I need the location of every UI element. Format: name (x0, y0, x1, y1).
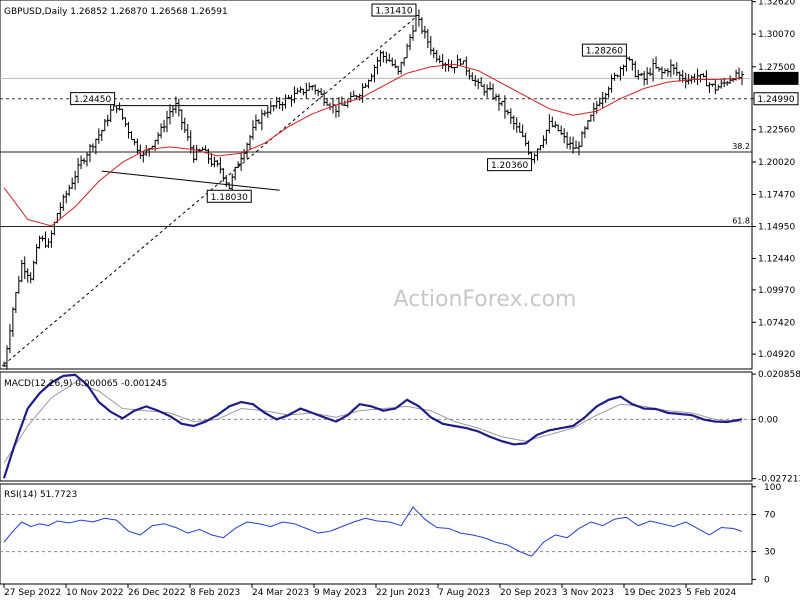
y-tick-label: 1.09970 (758, 286, 795, 296)
svg-text:1.31410: 1.31410 (375, 7, 412, 17)
y-tick-label: 1.30070 (758, 30, 795, 40)
price-annotation: 1.20360 (487, 158, 533, 172)
chart-header-text: GBPUSD,Daily 1.26852 1.26870 1.26568 1.2… (4, 7, 228, 17)
svg-text:1.20360: 1.20360 (491, 161, 528, 171)
rsi-y-axis: 100 70 30 0 (752, 483, 781, 585)
fib-label: 38.2 (732, 142, 750, 151)
x-tick-label: 24 Mar 2023 (252, 588, 309, 598)
svg-text:1.24990: 1.24990 (757, 95, 794, 105)
svg-text:1.26591: 1.26591 (757, 75, 794, 85)
macd-y-axis: 0.020858 0.00 -0.027213 (752, 370, 800, 485)
x-tick-label: 9 May 2023 (314, 588, 367, 598)
rsi-tick-label: 30 (764, 548, 776, 558)
price-annotation: 1.31410 (371, 3, 417, 17)
svg-text:1.24450: 1.24450 (74, 95, 111, 105)
macd-signal-line (3, 381, 743, 464)
rsi-tick-label: 100 (764, 483, 781, 493)
macd-tick-label: -0.027213 (758, 475, 800, 485)
svg-text:1.18030: 1.18030 (211, 193, 248, 203)
price-annotation: 1.18030 (206, 189, 252, 203)
y-tick-label: 1.07420 (758, 318, 795, 328)
x-tick-label: 19 Dec 2023 (624, 588, 682, 598)
macd-tick-label: 0.020858 (758, 370, 800, 380)
rsi-tick-label: 0 (764, 575, 770, 585)
x-tick-label: 10 Nov 2022 (66, 588, 124, 598)
y-tick-label: 1.27500 (758, 63, 795, 73)
y-tick-label: 1.04920 (758, 350, 795, 360)
rsi-title: RSI(14) 51.7723 (4, 490, 77, 500)
x-tick-label: 8 Feb 2023 (190, 588, 240, 598)
y-tick-label: 1.20020 (758, 158, 795, 168)
rsi-panel: RSI(14) 51.7723 (0, 483, 753, 585)
x-tick-label: 22 Jun 2023 (376, 588, 430, 598)
rsi-line (3, 506, 743, 557)
x-tick-label: 26 Dec 2022 (128, 588, 186, 598)
main-panel: ActionForex.com 38.261.8 1.244501.180301… (0, 0, 753, 370)
x-tick-label: 5 Feb 2024 (686, 588, 737, 598)
x-tick-label: 27 Sep 2022 (4, 588, 61, 598)
x-tick-label: 3 Nov 2023 (562, 588, 614, 598)
y-tick-label: 1.14950 (758, 222, 795, 232)
trendline (101, 170, 280, 191)
main-trendlines (3, 16, 417, 365)
y-tick-label: 1.12440 (758, 254, 795, 264)
y-tick-label: 1.22560 (758, 126, 795, 136)
date-x-axis: 27 Sep 2022 10 Nov 2022 26 Dec 2022 8 Feb 2… (3, 584, 737, 598)
price-bar (740, 71, 744, 86)
macd-title: MACD(12,26,9) 0.000065 -0.001245 (4, 379, 167, 389)
sma-line (3, 63, 743, 227)
fib-label: 61.8 (732, 216, 750, 225)
y-tick-label: 1.32620 (758, 0, 795, 8)
x-tick-label: 7 Aug 2023 (438, 588, 490, 598)
macd-panel: MACD(12,26,9) 0.000065 -0.001245 (0, 371, 753, 482)
main-panel-frame (0, 0, 753, 370)
rsi-tick-label: 70 (764, 511, 776, 521)
price-annotation: 1.24450 (70, 92, 116, 106)
x-tick-label: 20 Sep 2023 (500, 588, 557, 598)
rsi-panel-frame (0, 483, 753, 585)
svg-text:1.28260: 1.28260 (586, 47, 623, 57)
level-price-tag: 1.24990 (753, 92, 799, 106)
macd-line (2, 373, 743, 479)
price-y-axis: 1.32620 1.30070 1.27500 1.24990 1.22560 1.200… (752, 0, 799, 360)
macd-tick-label: 0.00 (758, 415, 778, 425)
main-levels: 38.2 61.8 (0, 77, 752, 227)
rsi-levels (0, 514, 752, 553)
macd-panel-frame (0, 371, 753, 482)
price-annotations: 1.24450 1.18030 1.31410 1.20360 1.28260 (70, 3, 627, 203)
y-tick-label: 1.17470 (758, 190, 795, 200)
price-annotation: 1.28260 (581, 43, 627, 57)
level-price-tag: 1.26591 (753, 71, 799, 85)
price-bars (2, 9, 744, 370)
watermark-text: ActionForex.com (394, 287, 577, 312)
